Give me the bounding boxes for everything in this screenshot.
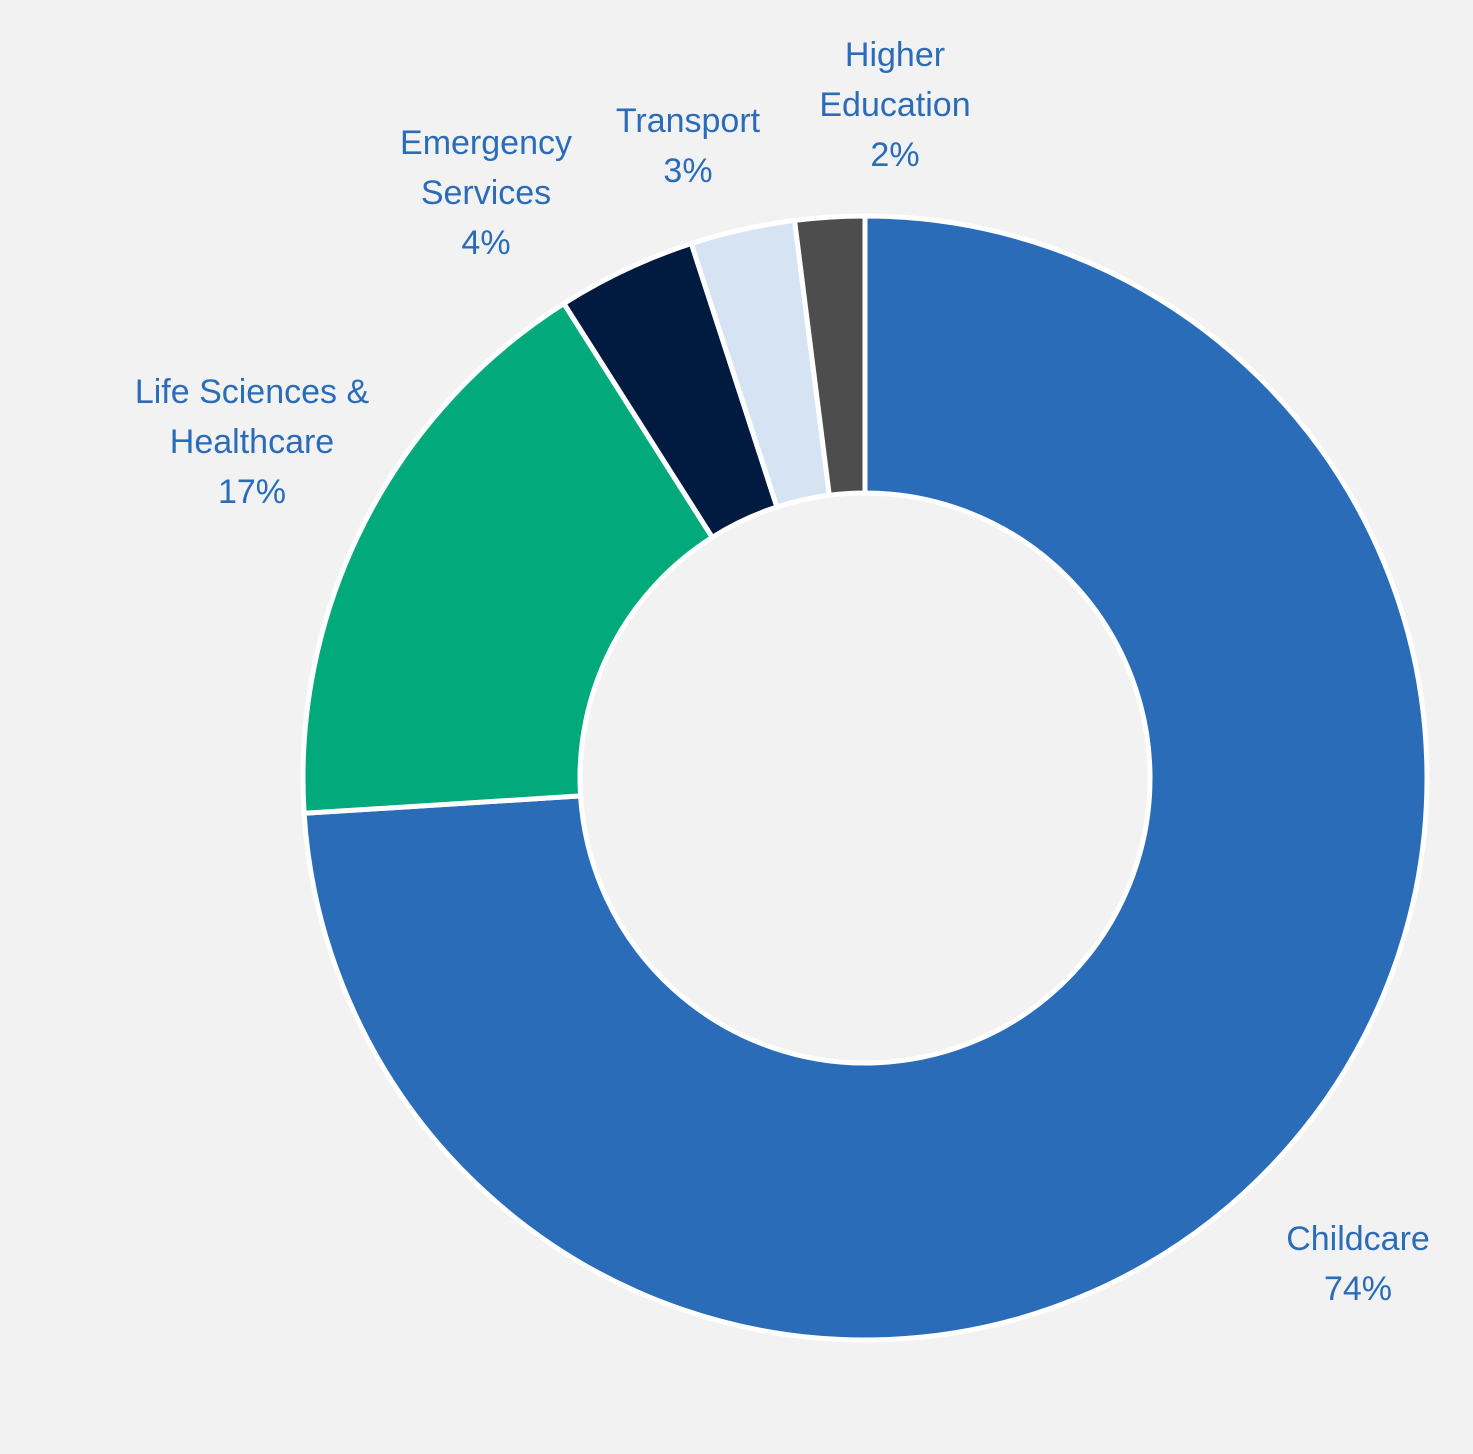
slice-name-label: Emergency: [400, 124, 572, 162]
slice-label-emergency-services: Emergency Services 4%: [400, 124, 572, 262]
labels-group: Childcare 74% Life Sciences & Healthcare 17%…: [135, 36, 1430, 1308]
slice-label-childcare: Childcare 74%: [1286, 1220, 1430, 1308]
slice-label-transport: Transport 3%: [616, 102, 761, 190]
slice-name-label: Services: [421, 174, 551, 212]
slice-value-label: 74%: [1324, 1270, 1392, 1308]
slice-label-life-sciences-healthcare: Life Sciences & Healthcare 17%: [135, 373, 370, 511]
slice-name-label: Higher: [845, 36, 945, 74]
slice-value-label: 4%: [461, 224, 510, 262]
slice-name-label: Healthcare: [170, 423, 334, 461]
slice-value-label: 2%: [870, 136, 919, 174]
slice-value-label: 17%: [218, 473, 286, 511]
slice-name-label: Education: [819, 86, 970, 124]
slice-life-sciences-healthcare: [300, 300, 715, 816]
slices-group: [300, 213, 1430, 1343]
slice-name-label: Childcare: [1286, 1220, 1430, 1258]
slice-higher-education: [792, 213, 868, 498]
slice-name-label: Transport: [616, 102, 761, 140]
slice-value-label: 3%: [663, 152, 712, 190]
slice-childcare: [301, 213, 1430, 1343]
slice-name-label: Life Sciences &: [135, 373, 370, 411]
slice-label-higher-education: Higher Education 2%: [819, 36, 970, 174]
